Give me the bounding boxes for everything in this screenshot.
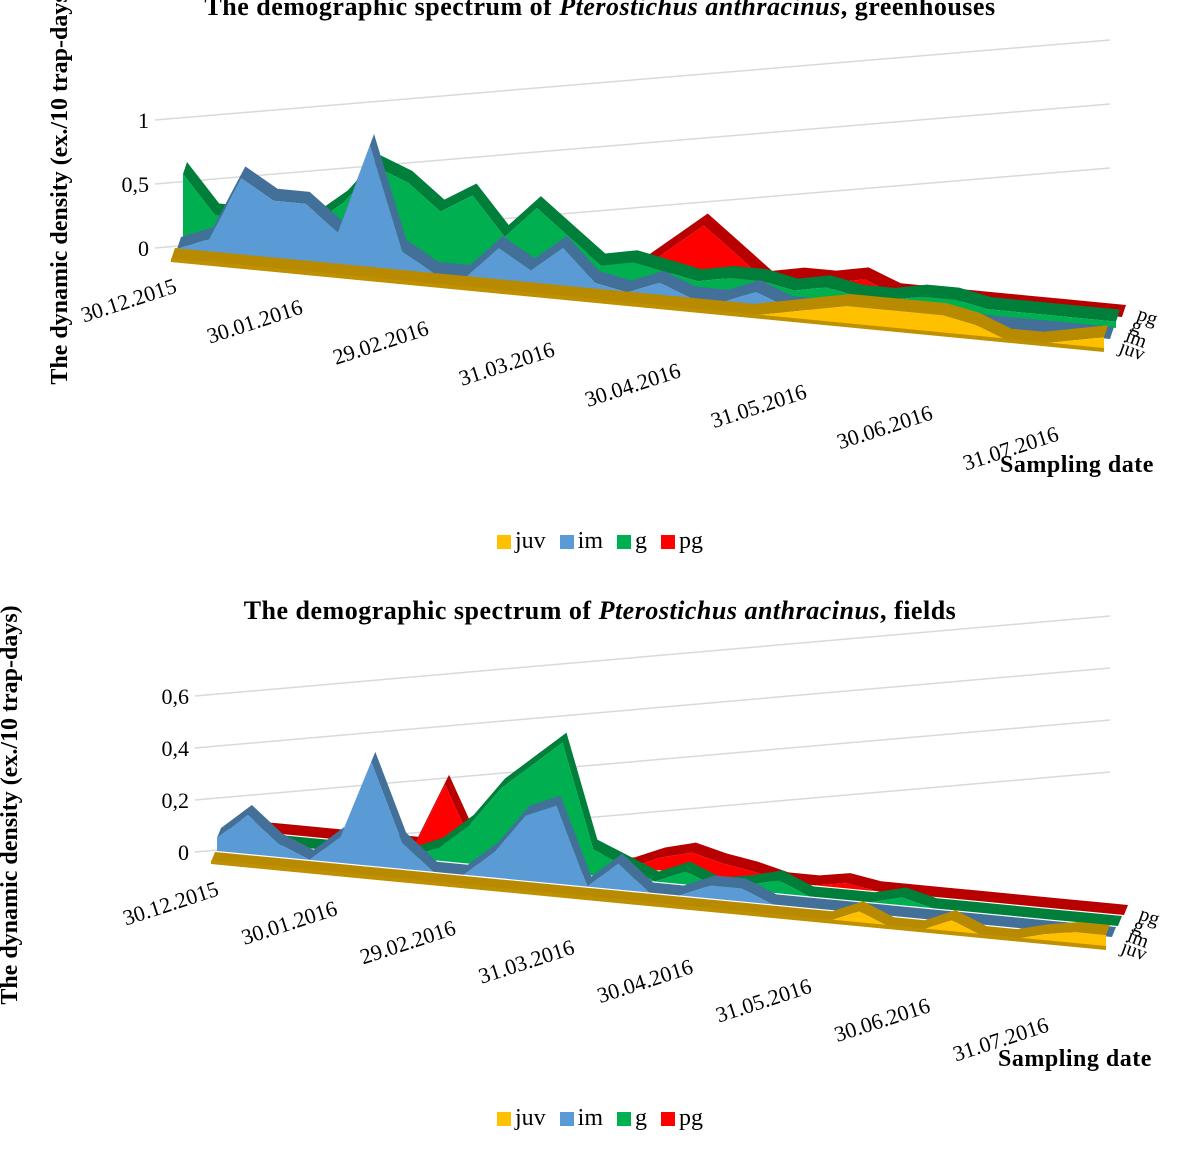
gridline (154, 103, 1111, 185)
legend-swatch (559, 1111, 574, 1126)
y-tick-label: 0,2 (162, 788, 190, 813)
series-area-depth-im (217, 751, 1116, 937)
x-tick-label: 30.12.2015 (120, 876, 222, 930)
y-tick-label: 0 (178, 840, 189, 865)
legend-item-g: g (617, 528, 647, 555)
legend: juv im g pg (0, 1105, 1200, 1132)
legend-swatch (661, 1111, 675, 1126)
gridline (194, 719, 1111, 801)
x-axis-label: Sampling date (998, 1046, 1152, 1072)
legend-swatch (617, 1111, 631, 1126)
legend-item-pg: pg (661, 528, 703, 555)
y-tick-label: 1 (138, 108, 149, 133)
x-tick-label: 30.01.2016 (238, 895, 340, 949)
floor-edge (170, 258, 1105, 352)
x-tick-label: 30.06.2016 (831, 993, 933, 1047)
legend-label: g (635, 1105, 647, 1131)
legend-label: g (635, 528, 647, 554)
floor-edge (210, 860, 1107, 950)
legend-label: pg (679, 1105, 703, 1131)
x-tick-label: 30.04.2016 (582, 358, 684, 412)
x-tick-label: 29.02.2016 (357, 915, 459, 969)
y-tick-label: 0,5 (122, 172, 150, 197)
y-tick-label: 0,4 (162, 736, 190, 761)
x-tick-label: 31.03.2016 (475, 934, 577, 988)
legend-item-juv: juv (496, 528, 546, 555)
chart-panel-fields: The demographic spectrum of Pterostichus… (0, 590, 1200, 1149)
x-axis-label: Sampling date (1000, 452, 1154, 478)
legend-item-pg: pg (661, 1105, 703, 1132)
x-tick-label: 31.05.2016 (708, 379, 810, 433)
chart-title: The demographic spectrum of Pterostichus… (243, 596, 957, 625)
gridline (194, 615, 1111, 697)
legend-label: im (577, 528, 603, 554)
x-tick-label: 30.01.2016 (204, 294, 306, 348)
legend-item-im: im (559, 1105, 603, 1132)
legend-label: juv (514, 1105, 546, 1131)
chart-title: The demographic spectrum of Pterostichus… (204, 0, 996, 21)
series-area-depth-im (177, 134, 1114, 339)
x-tick-label: 30.12.2015 (78, 273, 180, 327)
legend: juv im g pg (0, 528, 1200, 555)
x-tick-label: 31.03.2016 (456, 336, 558, 390)
series-area-im (177, 146, 1110, 339)
y-tick-label: 0,6 (162, 684, 190, 709)
legend-swatch (496, 1111, 511, 1126)
legend-swatch (496, 534, 511, 549)
x-tick-label: 29.02.2016 (330, 315, 432, 369)
x-tick-label: 31.05.2016 (713, 973, 815, 1027)
y-axis-label: The dynamic density (ex./10 trap-days) (47, 0, 73, 385)
series-area-pg (229, 784, 1124, 915)
legend-label: pg (679, 528, 703, 554)
series-area-g (183, 167, 1116, 328)
legend-swatch (661, 534, 675, 549)
legend-swatch (559, 534, 574, 549)
legend-label: im (577, 1105, 603, 1131)
gridline (154, 39, 1111, 121)
chart-panel-greenhouses: The demographic spectrum of Pterostichus… (0, 0, 1200, 570)
legend-item-juv: juv (496, 1105, 546, 1132)
legend-item-im: im (559, 528, 603, 555)
x-tick-label: 30.06.2016 (834, 400, 936, 454)
y-axis-label: The dynamic density (ex./10 trap-days) (0, 605, 23, 1005)
legend-item-g: g (617, 1105, 647, 1132)
x-tick-label: 30.04.2016 (594, 954, 696, 1008)
y-tick-label: 0 (138, 236, 149, 261)
legend-swatch (617, 534, 631, 549)
legend-label: juv (514, 528, 546, 554)
series-area-depth-juv (171, 248, 1108, 344)
series-area-depth-juv (211, 852, 1110, 940)
series-area-depth-g (183, 155, 1120, 322)
gridline (194, 667, 1111, 749)
series-area-im (217, 761, 1112, 937)
